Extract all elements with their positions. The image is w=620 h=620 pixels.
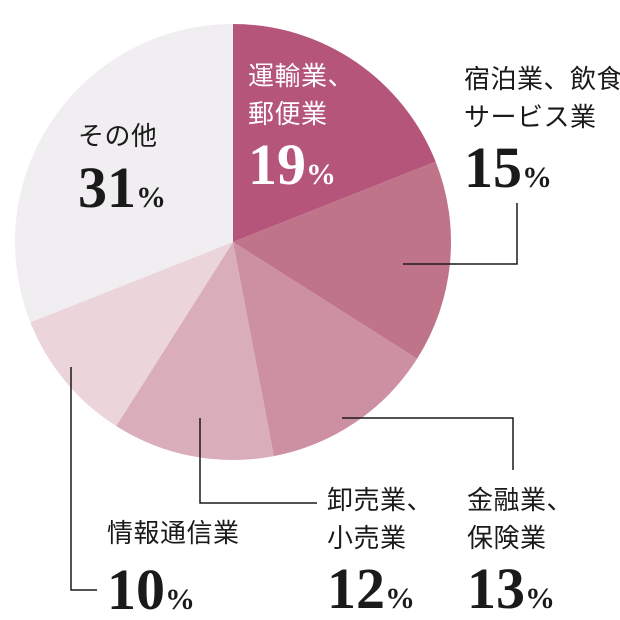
label-lodging-line1: 宿泊業、飲食 <box>464 64 620 94</box>
label-finance-number: 13 <box>467 556 525 620</box>
label-transport-line1: 運輸業、 <box>248 61 355 91</box>
label-others-number: 31 <box>78 155 136 220</box>
label-transport-line2: 郵便業 <box>248 99 328 129</box>
label-wholesale-line2: 小売業 <box>327 523 407 553</box>
label-others-value: 31% <box>78 158 166 228</box>
label-wholesale-line1: 卸売業、 <box>327 485 434 515</box>
leader-line-wholesale <box>199 418 317 504</box>
leader-line-info <box>70 367 97 591</box>
label-lodging-percent-sign: % <box>522 161 552 194</box>
label-finance-value: 13% <box>467 559 573 620</box>
label-wholesale: 卸売業、 小売業 12% <box>327 481 433 620</box>
label-info-percent-sign: % <box>165 583 195 616</box>
label-finance-line1: 金融業、 <box>467 485 574 515</box>
pie-slice-0-19pct <box>233 24 436 242</box>
label-lodging-number: 15 <box>464 135 522 200</box>
label-transport: 運輸業、 郵便業 19% <box>248 57 354 205</box>
label-lodging-value: 15% <box>464 138 620 208</box>
label-wholesale-percent-sign: % <box>385 582 415 615</box>
label-transport-percent-sign: % <box>306 158 336 191</box>
label-transport-value: 19% <box>248 135 354 205</box>
label-finance-percent-sign: % <box>525 582 555 615</box>
label-lodging-line2: サービス業 <box>464 102 597 132</box>
pie-slice-4-10pct <box>30 242 234 427</box>
pie-slice-1-15pct <box>233 161 451 359</box>
pie-slice-2-13pct <box>233 242 418 457</box>
pie-slice-5-31pct <box>15 24 233 323</box>
label-finance-line2: 保険業 <box>467 523 547 553</box>
label-info-line1: 情報通信業 <box>107 518 240 548</box>
label-others: その他 31% <box>78 117 166 228</box>
label-others-percent-sign: % <box>136 181 166 214</box>
leader-line-lodging <box>403 203 518 265</box>
pie-slice-3-12pct <box>116 242 274 461</box>
label-info-number: 10 <box>107 557 165 620</box>
label-wholesale-value: 12% <box>327 559 433 620</box>
pie-slices-group <box>15 24 451 461</box>
label-wholesale-number: 12 <box>327 556 385 620</box>
label-transport-number: 19 <box>248 132 306 197</box>
label-others-line1: その他 <box>78 121 158 151</box>
label-finance: 金融業、 保険業 13% <box>467 481 573 620</box>
leader-lines-group <box>70 203 518 591</box>
label-info-value: 10% <box>107 560 240 620</box>
label-info: 情報通信業 10% <box>107 514 240 620</box>
label-lodging: 宿泊業、飲食 サービス業 15% <box>464 60 620 208</box>
leader-line-finance <box>342 417 514 470</box>
